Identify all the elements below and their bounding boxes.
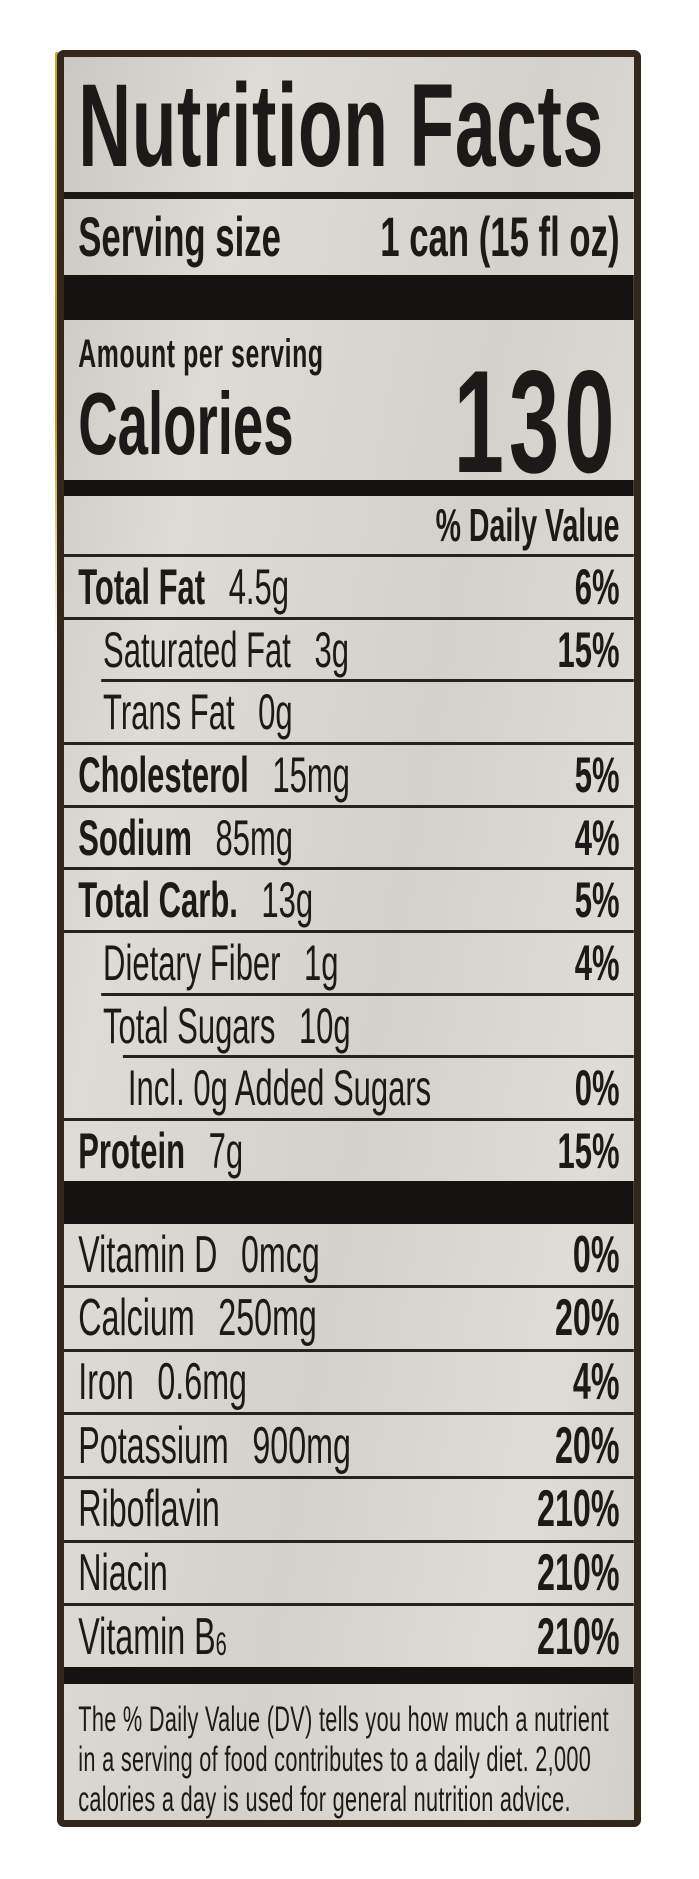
nutrient-dv: 210%	[537, 1607, 620, 1666]
nutrient-dv: 4%	[574, 809, 620, 866]
nutrient-name: Total Carb.	[78, 872, 238, 929]
row-vitamin-d: Vitamin D 0mcg 0%	[64, 1224, 634, 1285]
row-protein: Protein 7g 15%	[64, 1121, 634, 1181]
row-cholesterol: Cholesterol 15mg 5%	[64, 745, 634, 805]
calories-block: Amount per serving Calories 130	[64, 320, 634, 494]
nutrient-name: Dietary Fiber	[103, 934, 281, 991]
divider	[64, 1412, 634, 1416]
row-calcium: Calcium 250mg 20%	[64, 1288, 634, 1349]
nutrient-dv: 0%	[574, 1060, 620, 1117]
nutrient-name: Vitamin B	[78, 1607, 216, 1666]
nutrient-dv: 0%	[572, 1225, 620, 1284]
nutrient-name: Sodium	[78, 809, 192, 866]
row-trans-fat: Trans Fat 0g	[64, 682, 634, 742]
nutrient-amount: 900mg	[252, 1416, 351, 1475]
nutrient-dv: 15%	[557, 621, 620, 678]
nutrient-dv: 4%	[572, 1353, 620, 1412]
row-added-sugars: Incl. 0g Added Sugars 0%	[64, 1058, 634, 1118]
nutrition-facts-label: Nutrition Facts Serving size 1 can (15 f…	[57, 50, 641, 1827]
nutrient-dv: 20%	[554, 1416, 620, 1475]
serving-size-row: Serving size 1 can (15 fl oz)	[64, 199, 634, 275]
divider	[64, 1539, 634, 1543]
divider	[64, 930, 634, 934]
nutrient-amount: 13g	[261, 872, 314, 929]
row-niacin: Niacin 210%	[64, 1543, 634, 1604]
divider	[64, 867, 634, 871]
divider	[64, 1603, 634, 1607]
row-total-carb: Total Carb. 13g 5%	[64, 870, 634, 930]
daily-value-header: % Daily Value	[435, 499, 620, 552]
divider	[64, 804, 634, 808]
nutrient-dv: 4%	[574, 934, 620, 991]
row-saturated-fat: Saturated Fat 3g 15%	[64, 620, 634, 680]
nutrient-name: Vitamin D	[78, 1225, 218, 1284]
divider-indented	[101, 992, 634, 996]
nutrient-amount: 1g	[304, 934, 339, 991]
label-title: Nutrition Facts	[78, 60, 604, 192]
nutrient-name: Potassium	[78, 1416, 229, 1475]
nutrient-dv: 5%	[574, 872, 620, 929]
nutrient-amount: 3g	[314, 621, 349, 678]
calories-label: Calories	[78, 374, 294, 474]
nutrient-amount: 10g	[298, 997, 351, 1054]
nutrient-amount: 0g	[258, 684, 293, 741]
separator-bar-thick-top	[64, 274, 634, 321]
nutrient-amount: 0mcg	[240, 1225, 320, 1284]
row-dietary-fiber: Dietary Fiber 1g 4%	[64, 933, 634, 993]
nutrient-name: Riboflavin	[78, 1480, 220, 1539]
calories-value: 130	[453, 339, 620, 503]
divider	[64, 616, 634, 620]
nutrient-name: Iron	[78, 1353, 134, 1412]
nutrient-amount: 250mg	[218, 1289, 317, 1348]
serving-size-label: Serving size	[78, 205, 281, 269]
nutrient-dv: 210%	[537, 1544, 620, 1603]
row-iron: Iron 0.6mg 4%	[64, 1352, 634, 1413]
nutrient-amount: 15mg	[272, 746, 350, 803]
divider	[64, 1285, 634, 1289]
divider-indented	[101, 679, 634, 683]
nutrient-name: Incl. 0g Added Sugars	[127, 1060, 432, 1117]
separator-bar-protein	[64, 1180, 634, 1225]
separator-bar-calories	[64, 479, 634, 497]
nutrient-name: Protein	[78, 1122, 186, 1179]
amount-per-serving-label: Amount per serving	[78, 332, 324, 377]
divider-indented	[122, 1055, 634, 1059]
nutrient-name: Calcium	[78, 1289, 195, 1348]
nutrient-name: Niacin	[78, 1544, 168, 1603]
divider	[64, 1348, 634, 1352]
footnote-text: The % Daily Value (DV) tells you how muc…	[78, 1699, 609, 1819]
row-potassium: Potassium 900mg 20%	[64, 1415, 634, 1476]
row-total-sugars: Total Sugars 10g	[64, 996, 634, 1056]
row-vitamin-b6: Vitamin B 6 210%	[64, 1606, 634, 1667]
nutrient-name: Total Sugars	[103, 997, 276, 1054]
separator-bar-footnote	[64, 1667, 634, 1684]
row-sodium: Sodium 85mg 4%	[64, 808, 634, 868]
divider	[64, 1118, 634, 1121]
title-rule	[64, 192, 634, 199]
divider	[64, 742, 634, 746]
nutrient-dv: 20%	[554, 1289, 620, 1348]
label-content: Nutrition Facts Serving size 1 can (15 f…	[64, 57, 634, 1820]
nutrient-amount: 85mg	[215, 809, 294, 866]
nutrient-name: Saturated Fat	[103, 621, 291, 678]
divider	[64, 1476, 634, 1480]
nutrient-dv: 210%	[537, 1480, 620, 1539]
nutrient-dv: 15%	[557, 1122, 620, 1179]
nutrient-amount: 7g	[208, 1122, 244, 1179]
row-total-fat: Total Fat 4.5g 6%	[64, 557, 634, 617]
nutrient-dv: 5%	[574, 746, 620, 803]
serving-size-value: 1 can (15 fl oz)	[380, 205, 620, 269]
divider	[64, 554, 634, 558]
nutrient-name: Total Fat	[78, 558, 206, 615]
nutrient-amount: 0.6mg	[157, 1353, 247, 1412]
nutrient-dv: 6%	[574, 558, 620, 615]
nutrient-amount: 4.5g	[228, 558, 290, 615]
row-riboflavin: Riboflavin 210%	[64, 1479, 634, 1540]
nutrient-name-subscript: 6	[215, 1625, 227, 1662]
nutrient-name: Cholesterol	[78, 746, 249, 803]
nutrient-name: Trans Fat	[103, 684, 235, 741]
